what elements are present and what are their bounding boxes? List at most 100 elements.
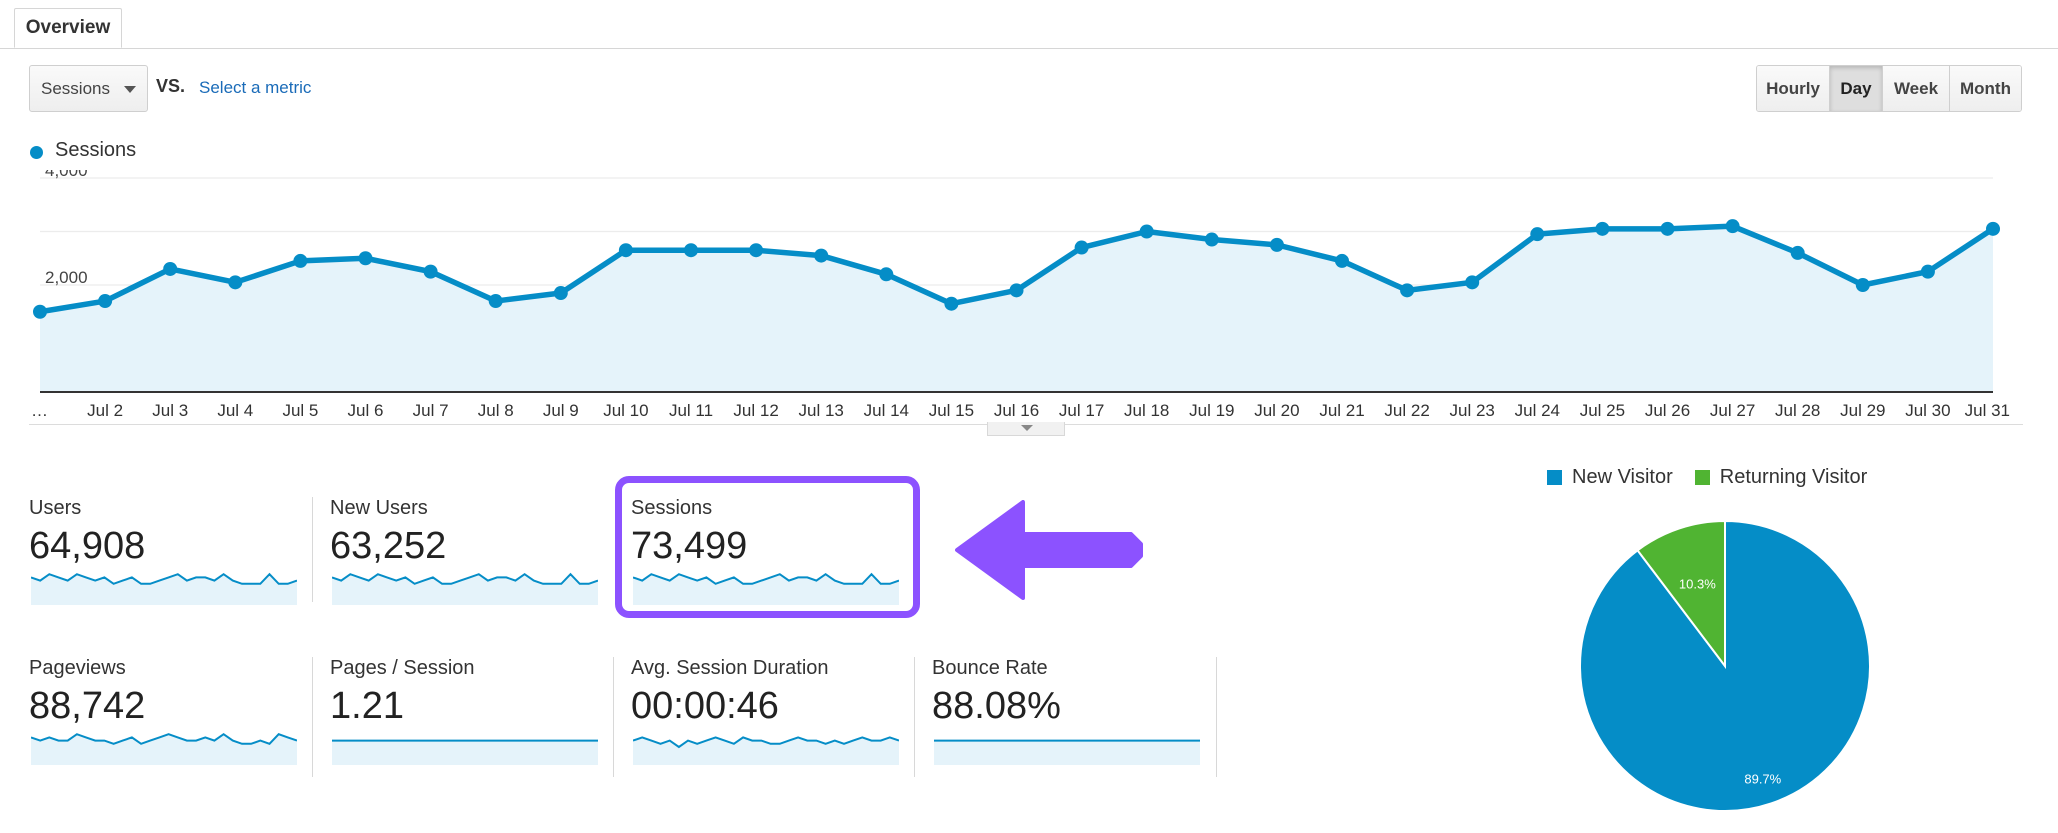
pie-legend: New Visitor Returning Visitor bbox=[1547, 466, 1867, 489]
data-point[interactable] bbox=[1986, 221, 2000, 236]
data-point[interactable] bbox=[423, 264, 438, 279]
metric-tile-avg-session-duration[interactable]: Avg. Session Duration 00:00:46 bbox=[631, 657, 931, 787]
visitor-type-pie-chart: 89.7% 10.3% bbox=[1579, 519, 1871, 812]
x-tick-label: Jul 19 bbox=[1189, 401, 1234, 420]
vs-label: VS. bbox=[156, 76, 186, 96]
x-tick-label: Jul 20 bbox=[1254, 401, 1299, 420]
metric-value: 1.21 bbox=[330, 685, 404, 727]
x-tick-label: Jul 25 bbox=[1580, 401, 1625, 420]
metric-label: Bounce Rate bbox=[932, 657, 1048, 679]
data-point[interactable] bbox=[1725, 219, 1740, 234]
metric-sparkline bbox=[934, 739, 1200, 765]
data-point[interactable] bbox=[749, 243, 764, 258]
week-button[interactable]: Week bbox=[1883, 66, 1950, 111]
data-point[interactable] bbox=[358, 251, 373, 266]
new-visitor-swatch bbox=[1547, 470, 1562, 485]
sparkline-line bbox=[31, 572, 297, 585]
metric-dropdown[interactable]: Sessions bbox=[29, 65, 148, 112]
x-tick-label: Jul 21 bbox=[1319, 401, 1364, 420]
data-point[interactable] bbox=[1009, 283, 1024, 298]
tile-divider bbox=[613, 657, 614, 777]
data-point[interactable] bbox=[1530, 227, 1545, 242]
sparkline-area bbox=[934, 740, 1200, 765]
metric-value: 88,742 bbox=[29, 685, 146, 727]
sparkline-line bbox=[31, 732, 297, 745]
sparkline-area bbox=[633, 574, 899, 605]
day-button[interactable]: Day bbox=[1830, 66, 1883, 111]
pie-slice-label: 89.7% bbox=[1744, 772, 1781, 787]
data-point[interactable] bbox=[33, 304, 47, 319]
data-point[interactable] bbox=[163, 261, 178, 276]
data-point[interactable] bbox=[1139, 224, 1154, 239]
data-point[interactable] bbox=[488, 294, 503, 309]
metric-sparkline bbox=[31, 572, 297, 605]
data-point[interactable] bbox=[98, 294, 113, 309]
left-arrow-icon bbox=[955, 500, 1143, 600]
data-point[interactable] bbox=[228, 275, 243, 290]
x-tick-label: Jul 8 bbox=[478, 401, 514, 420]
data-point[interactable] bbox=[814, 248, 829, 263]
y-tick-label: 4,000 bbox=[45, 170, 88, 180]
data-point[interactable] bbox=[1400, 283, 1415, 298]
metric-sparkline bbox=[633, 572, 899, 605]
metric-sparkline bbox=[332, 572, 598, 605]
x-tick-label: Jul 22 bbox=[1384, 401, 1429, 420]
x-tick-label: Jul 5 bbox=[282, 401, 318, 420]
data-point[interactable] bbox=[1595, 221, 1610, 236]
data-point[interactable] bbox=[293, 253, 308, 268]
metric-tile-pages-per-session[interactable]: Pages / Session 1.21 bbox=[330, 657, 630, 787]
metric-tile-new-users[interactable]: New Users 63,252 bbox=[330, 497, 630, 627]
sparkline-area bbox=[31, 734, 297, 765]
sparkline-area bbox=[633, 737, 899, 765]
chart-collapse-handle[interactable] bbox=[987, 422, 1065, 436]
x-tick-label: Jul 28 bbox=[1775, 401, 1820, 420]
select-metric-link[interactable]: Select a metric bbox=[199, 78, 312, 97]
tile-divider bbox=[312, 497, 313, 602]
sparkline-line bbox=[633, 572, 899, 585]
data-point[interactable] bbox=[1269, 237, 1284, 252]
data-point[interactable] bbox=[553, 286, 568, 301]
x-tick-label: Jul 18 bbox=[1124, 401, 1169, 420]
data-point[interactable] bbox=[1074, 240, 1089, 255]
month-button[interactable]: Month bbox=[1950, 66, 2021, 111]
pie-slice-returning-visitor[interactable] bbox=[1636, 519, 1726, 669]
sessions-legend-label: Sessions bbox=[55, 139, 137, 161]
tab-overview[interactable]: Overview bbox=[14, 8, 122, 48]
y-tick-label: 2,000 bbox=[45, 268, 88, 287]
x-tick-label: Jul 10 bbox=[603, 401, 648, 420]
data-point[interactable] bbox=[1465, 275, 1480, 290]
sparkline-area bbox=[332, 574, 598, 605]
data-point[interactable] bbox=[1790, 245, 1805, 260]
metric-sparkline bbox=[633, 736, 899, 765]
metric-label: New Users bbox=[330, 497, 428, 519]
data-point[interactable] bbox=[618, 243, 633, 258]
sparkline-line bbox=[633, 736, 899, 749]
metric-tile-sessions[interactable]: Sessions 73,499 bbox=[631, 497, 931, 627]
x-tick-label: Jul 26 bbox=[1645, 401, 1690, 420]
data-point[interactable] bbox=[1335, 253, 1349, 268]
data-point[interactable] bbox=[944, 296, 959, 311]
x-tick-label: Jul 6 bbox=[348, 401, 384, 420]
x-tick-label: Jul 30 bbox=[1905, 401, 1950, 420]
data-point[interactable] bbox=[1920, 264, 1935, 279]
metric-label: Avg. Session Duration bbox=[631, 657, 829, 679]
x-tick-label: Jul 29 bbox=[1840, 401, 1885, 420]
data-point[interactable] bbox=[1660, 221, 1675, 236]
data-point[interactable] bbox=[1855, 278, 1870, 292]
chevron-down-icon bbox=[1021, 425, 1033, 431]
metric-value: 64,908 bbox=[29, 525, 146, 567]
sessions-area-fill bbox=[40, 226, 1993, 392]
tab-strip: Overview bbox=[0, 0, 2058, 49]
x-tick-label: Jul 23 bbox=[1450, 401, 1495, 420]
new-visitor-legend-label: New Visitor bbox=[1572, 466, 1673, 488]
data-point[interactable] bbox=[879, 267, 894, 282]
x-tick-label: Jul 2 bbox=[87, 401, 123, 420]
returning-visitor-swatch bbox=[1694, 470, 1710, 485]
data-point[interactable] bbox=[684, 243, 698, 258]
metric-tile-users[interactable]: Users 64,908 bbox=[29, 497, 329, 627]
metric-label: Pages / Session bbox=[330, 657, 475, 679]
hourly-button[interactable]: Hourly bbox=[1757, 66, 1830, 111]
metric-tile-pageviews[interactable]: Pageviews 88,742 bbox=[29, 657, 329, 787]
metric-tile-bounce-rate[interactable]: Bounce Rate 88.08% bbox=[932, 657, 1232, 787]
data-point[interactable] bbox=[1204, 232, 1219, 247]
